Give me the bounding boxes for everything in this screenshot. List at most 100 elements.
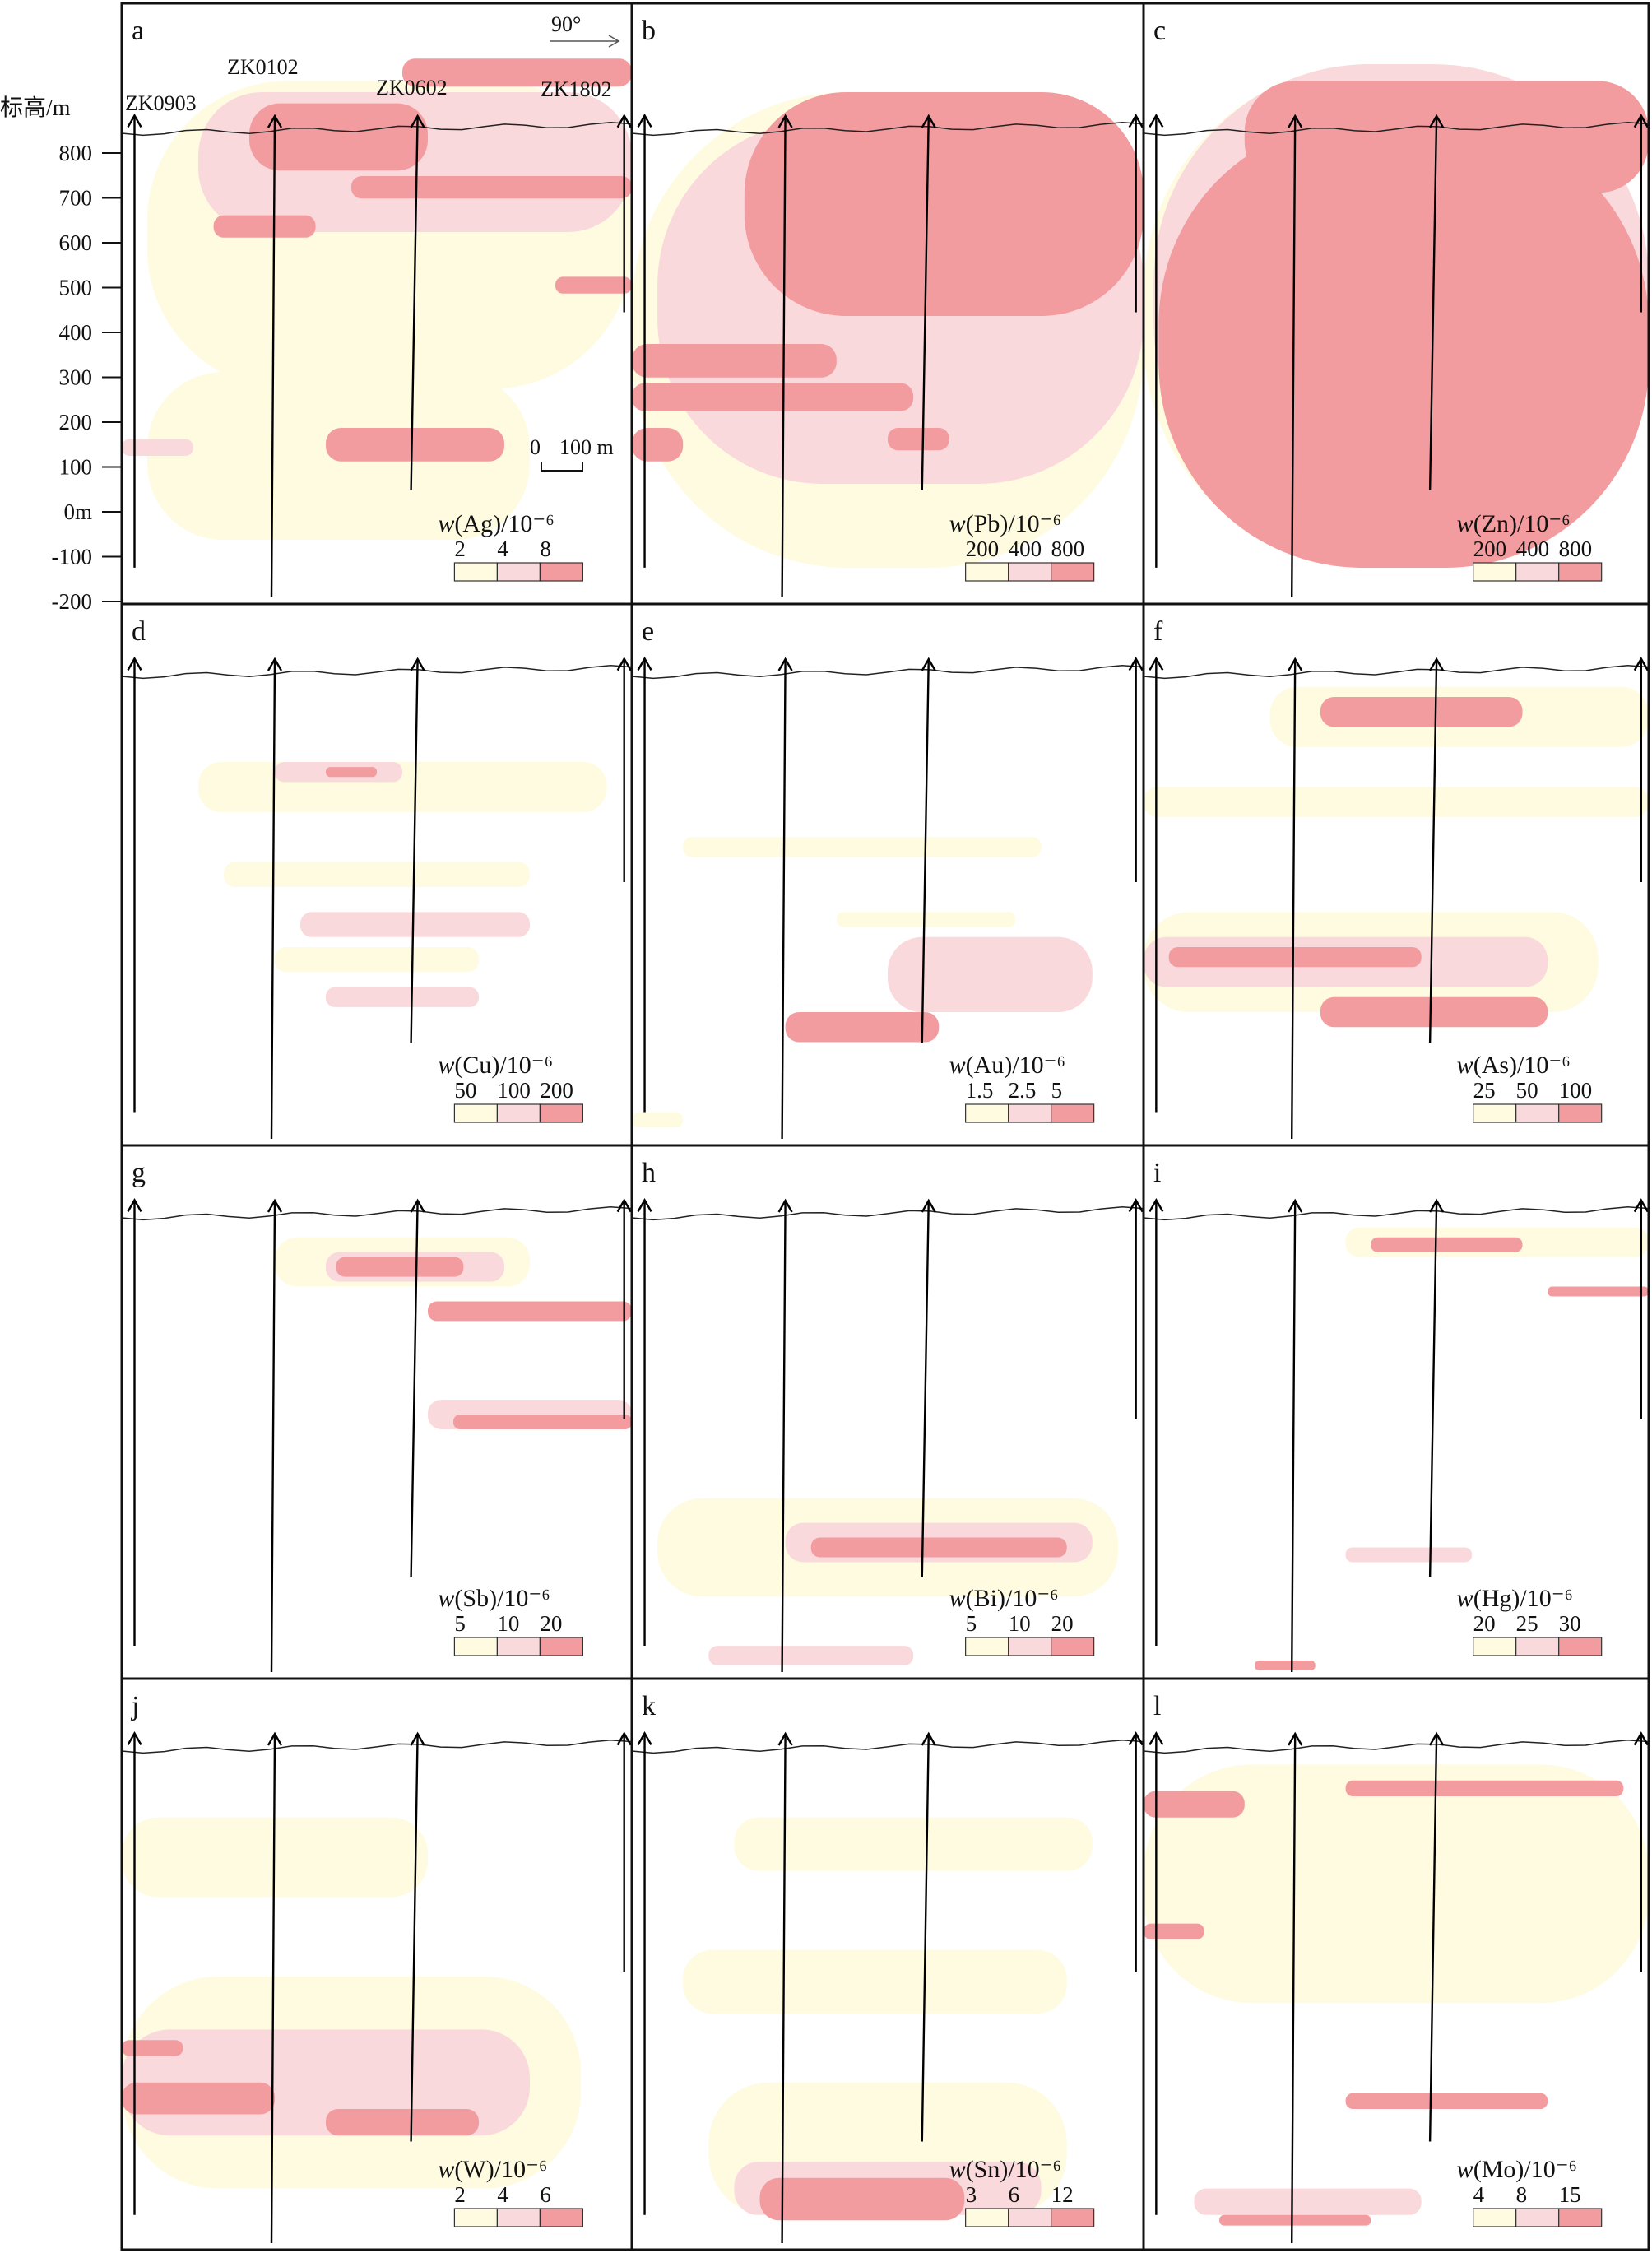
anomaly-zone-high — [759, 2177, 965, 2221]
elevation-tick-label: 500 — [59, 276, 93, 300]
topographic-profile — [631, 121, 1144, 137]
borehole-trace — [921, 659, 930, 1043]
borehole-zk0903 — [1149, 113, 1164, 568]
anomaly-zone-low — [1144, 1764, 1649, 2004]
panel-letter: l — [1153, 1691, 1161, 1721]
panel-letter: h — [642, 1158, 656, 1188]
legend-w: w — [438, 1585, 454, 1612]
panel-letter: b — [642, 16, 656, 46]
legend-element: Pb — [974, 510, 1000, 537]
legend-close-paren: ) — [1515, 2156, 1524, 2183]
legend-swatch-low — [1473, 562, 1517, 582]
arrow-up-icon — [1128, 114, 1144, 128]
legend-w: w — [949, 2156, 966, 2183]
anomaly-zone-mid — [1194, 2188, 1422, 2215]
arrow-up-icon — [1149, 1197, 1164, 1212]
legend-swatch-high — [1051, 562, 1095, 582]
legend-w: w — [1457, 510, 1473, 537]
legend-w: w — [949, 1052, 966, 1079]
borehole-zk1802 — [1633, 1198, 1649, 1419]
elevation-tick-label: 300 — [59, 365, 93, 390]
panel-letter: c — [1153, 16, 1166, 46]
arrow-up-icon — [1288, 657, 1303, 671]
elevation-tick-label: 200 — [59, 410, 93, 434]
anomaly-zone-high — [453, 1415, 632, 1429]
arrow-up-icon — [777, 114, 793, 128]
legend-element: Au — [974, 1052, 1005, 1079]
borehole-label-zk0102: ZK0102 — [227, 55, 299, 79]
topographic-profile — [631, 1205, 1144, 1221]
borehole-zk0102 — [267, 1198, 283, 1673]
borehole-label-zk0903: ZK0903 — [125, 91, 197, 115]
legend-unit: /10⁻⁶ — [1517, 1052, 1571, 1079]
arrow-up-icon — [127, 656, 142, 671]
legend-swatch-high — [1051, 2208, 1095, 2227]
borehole-zk0903 — [1149, 1730, 1164, 2215]
borehole-zk0102 — [777, 657, 793, 1140]
borehole-trace — [410, 1201, 419, 1577]
borehole-zk0903 — [637, 1730, 652, 2215]
arrow-up-icon — [1633, 1198, 1649, 1213]
legend-element: Bi — [974, 1585, 997, 1612]
anomaly-zone-high — [326, 767, 377, 778]
arrow-up-icon — [410, 1731, 425, 1746]
legend-swatch-mid — [1515, 1103, 1560, 1123]
panel-letter: e — [642, 616, 654, 647]
legend-unit: /10⁻⁶ — [497, 1585, 550, 1612]
legend-w: w — [949, 1585, 966, 1612]
legend-threshold: 6 — [540, 2182, 551, 2207]
topographic-profile — [1143, 1205, 1650, 1221]
panel-letter: f — [1153, 616, 1163, 647]
arrow-up-icon — [127, 113, 142, 128]
anomaly-zone-mid — [708, 1646, 914, 1666]
borehole-zk0102 — [777, 114, 793, 598]
panel-letter: d — [132, 616, 146, 647]
legend-element: W — [462, 2156, 486, 2183]
borehole-trace — [270, 1734, 276, 2244]
legend-open-paren: ( — [454, 2156, 462, 2183]
borehole-zk1802 — [616, 1198, 632, 1419]
legend-element: Ag — [462, 510, 493, 537]
elevation-tick-label: 400 — [59, 320, 93, 345]
legend-open-paren: ( — [1473, 1052, 1482, 1079]
borehole-trace — [410, 659, 419, 1043]
borehole-zk0602 — [921, 657, 936, 1043]
borehole-zk1802 — [1633, 114, 1649, 313]
arrow-up-icon — [1288, 1198, 1303, 1213]
borehole-trace — [921, 116, 930, 491]
anomaly-zone-high — [122, 2040, 183, 2056]
anomaly-zone-high — [632, 428, 684, 462]
legend-close-paren: ) — [1509, 1052, 1517, 1079]
anomaly-zone-low — [683, 1949, 1067, 2014]
borehole-trace — [270, 1201, 276, 1673]
borehole-zk0102 — [1288, 657, 1303, 1140]
legend-swatch-mid — [496, 1103, 541, 1123]
legend-swatch-mid — [496, 1637, 541, 1656]
arrow-up-icon — [616, 1731, 632, 1746]
anomaly-zone-high — [744, 92, 1144, 316]
borehole-zk0102 — [777, 1198, 793, 1673]
borehole-trace — [1428, 116, 1438, 491]
legend-swatch-high — [1558, 562, 1603, 582]
borehole-trace — [1290, 116, 1297, 598]
anomaly-zone-high — [785, 1012, 940, 1043]
legend-swatch-mid — [1008, 1103, 1052, 1123]
legend-open-paren: ( — [1473, 1585, 1482, 1612]
borehole-zk0102 — [267, 657, 283, 1140]
elevation-tick-label: 0m — [63, 499, 92, 524]
legend-unit: /10⁻⁶ — [1520, 1585, 1573, 1612]
panel-c — [1144, 64, 1649, 568]
legend-swatch-high — [1558, 2208, 1603, 2227]
topographic-profile — [121, 1739, 633, 1754]
legend-threshold: 1.5 — [966, 1078, 994, 1103]
legend-threshold: 5 — [1051, 1078, 1063, 1103]
borehole-trace — [270, 116, 276, 598]
legend-title: w(Sb)/10⁻⁶ — [438, 1585, 550, 1612]
legend-w: w — [438, 1052, 454, 1079]
panel-e — [632, 837, 1093, 1127]
borehole-zk1802 — [1128, 1198, 1144, 1419]
borehole-trace — [1290, 1201, 1297, 1673]
legend-threshold: 25 — [1516, 1611, 1538, 1636]
legend-swatch-high — [539, 1103, 584, 1123]
legend-swatch-low — [965, 562, 1009, 582]
